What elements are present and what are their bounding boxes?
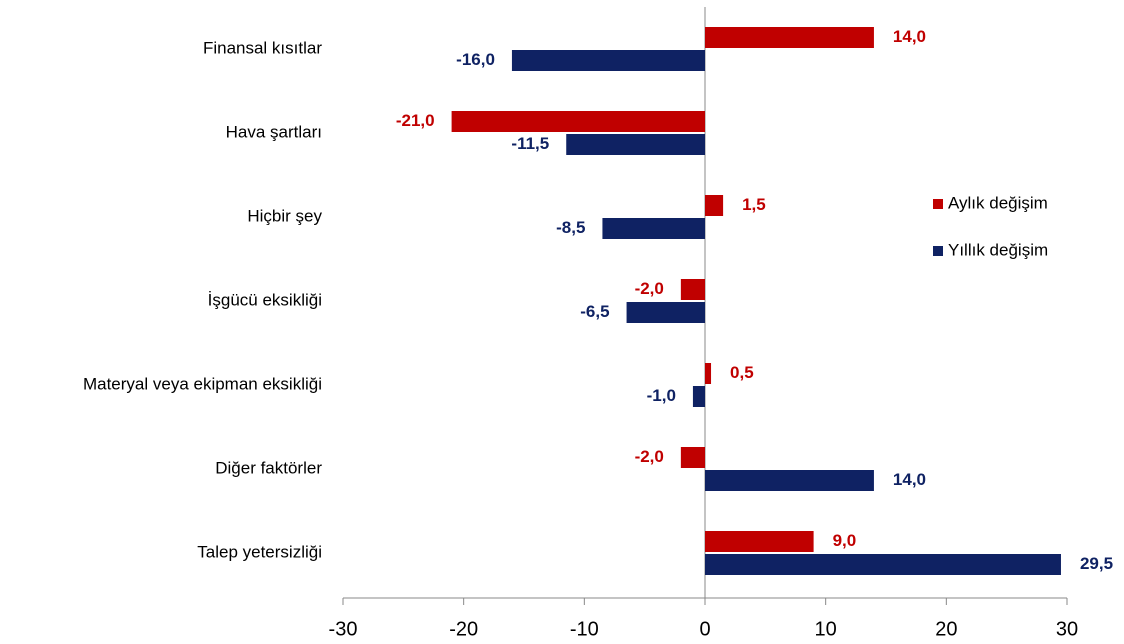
value-label: -2,0 (635, 279, 664, 298)
category-label: İşgücü eksikliği (208, 290, 322, 309)
x-tick-label: -20 (449, 618, 478, 640)
value-label: -8,5 (556, 218, 585, 237)
x-tick-label: -10 (570, 618, 599, 640)
value-label: -16,0 (456, 50, 495, 69)
bar (705, 363, 712, 384)
category-label: Hava şartları (226, 122, 322, 141)
bar (451, 111, 705, 132)
x-tick-label: 20 (935, 618, 957, 640)
value-label: 29,5 (1080, 554, 1113, 573)
bar (602, 218, 705, 239)
bar (705, 470, 874, 491)
value-label: -11,5 (511, 134, 549, 153)
value-label: -2,0 (635, 447, 664, 466)
x-tick-label: 10 (815, 618, 837, 640)
bar (626, 302, 705, 323)
value-label: -1,0 (647, 386, 676, 405)
bar (705, 554, 1061, 575)
value-label: 14,0 (893, 27, 926, 46)
value-label: 0,5 (730, 363, 754, 382)
x-tick-label: -30 (329, 618, 358, 640)
legend-label: Aylık değişim (948, 193, 1048, 212)
category-label: Talep yetersizliği (197, 542, 322, 561)
bar (705, 195, 724, 216)
bar (705, 531, 814, 552)
value-label: 1,5 (742, 195, 766, 214)
category-label: Diğer faktörler (215, 458, 322, 477)
x-tick-label: 0 (699, 618, 710, 640)
bar (680, 279, 705, 300)
category-label: Finansal kısıtlar (203, 38, 322, 57)
bar (705, 27, 874, 48)
legend-label: Yıllık değişim (948, 240, 1048, 259)
x-tick-label: 30 (1056, 618, 1078, 640)
value-label: 14,0 (893, 470, 926, 489)
bar (680, 447, 705, 468)
category-label: Materyal veya ekipman eksikliği (83, 374, 322, 393)
category-label: Hiçbir şey (247, 206, 322, 225)
value-label: -6,5 (580, 302, 609, 321)
bar (692, 386, 705, 407)
legend-swatch (933, 199, 943, 209)
legend-swatch (933, 246, 943, 256)
value-label: 9,0 (833, 531, 857, 550)
value-label: -21,0 (396, 111, 435, 130)
bar (566, 134, 705, 155)
bar (511, 50, 705, 71)
